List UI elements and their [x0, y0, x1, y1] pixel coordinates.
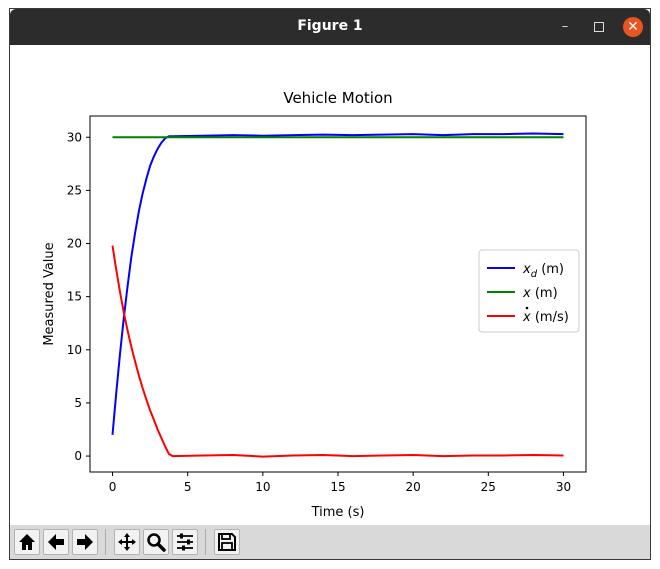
x-axis-label: Time (s) [311, 505, 365, 520]
legend-dot-accent [525, 306, 529, 310]
zoom-button[interactable] [143, 529, 169, 555]
home-icon [19, 534, 35, 550]
close-button[interactable]: ✕ [623, 17, 643, 37]
y-tick-label: 0 [74, 449, 82, 463]
back-button[interactable] [43, 529, 69, 555]
series-line-2 [111, 245, 564, 458]
y-tick-label: 10 [67, 343, 82, 357]
legend-label-0: xd (m) [522, 262, 564, 280]
toolbar-separator [105, 529, 106, 555]
floppy-disk-icon [218, 533, 236, 551]
toolbar-separator [205, 529, 206, 555]
title-bar: Figure 1 – ✕ [10, 9, 650, 45]
y-tick-label: 25 [67, 183, 82, 197]
x-tick-label: 5 [184, 480, 192, 494]
move-icon [118, 533, 136, 551]
figure-window: Figure 1 – ✕ Vehicle Motion 0 5 10 15 20 25 30… [9, 8, 651, 560]
x-tick-label: 25 [481, 480, 496, 494]
forward-button[interactable] [72, 529, 98, 555]
configure-subplots-button[interactable] [172, 529, 198, 555]
x-tick-label: 20 [406, 480, 421, 494]
sliders-icon [177, 533, 193, 551]
line-chart: Vehicle Motion 0 5 10 15 20 25 30051015202530 … [42, 89, 587, 520]
minimize-button[interactable]: – [561, 19, 569, 34]
y-tick-label: 5 [74, 396, 82, 410]
x-tick-label: 30 [556, 480, 571, 494]
x-tick-label: 10 [255, 480, 270, 494]
x-tick-label: 0 [109, 480, 117, 494]
window-title: Figure 1 [297, 18, 363, 34]
arrow-right-icon [77, 534, 93, 550]
maximize-icon [594, 22, 604, 32]
magnifier-icon [147, 533, 166, 552]
legend-label-2: x (m/s) [522, 310, 569, 325]
y-tick-label: 30 [67, 130, 82, 144]
arrow-left-icon [48, 534, 64, 550]
y-tick-label: 15 [67, 290, 82, 304]
figure-canvas: Vehicle Motion 0 5 10 15 20 25 30 0 5 10 15 20 25 30 … [10, 45, 650, 525]
chart-title: Vehicle Motion [283, 89, 392, 107]
save-button[interactable] [214, 529, 240, 555]
pan-button[interactable] [114, 529, 140, 555]
x-tick-label: 15 [330, 480, 345, 494]
navigation-toolbar [10, 525, 650, 559]
y-axis-label: Measured Value [42, 242, 57, 345]
home-button[interactable] [14, 529, 40, 555]
legend-label-1: x (m) [522, 286, 558, 301]
maximize-button[interactable] [589, 17, 609, 37]
legend: xd (m) x (m) x (m/s) [478, 249, 580, 333]
y-tick-label: 20 [67, 237, 82, 251]
legend-box [478, 249, 580, 333]
